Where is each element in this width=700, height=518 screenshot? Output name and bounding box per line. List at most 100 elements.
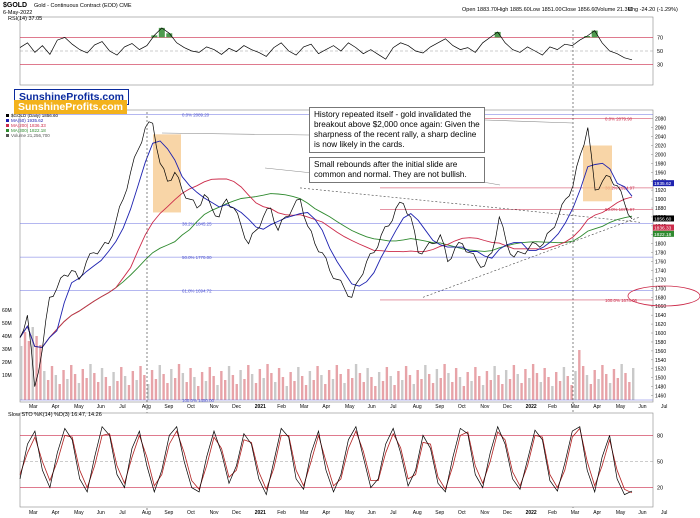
volume-bar	[81, 369, 84, 400]
x-tick-label: Mar	[571, 404, 580, 410]
x-tick-label-lower: Feb	[548, 510, 557, 516]
volume-bar	[150, 370, 154, 400]
rsi-overbought-fill	[158, 27, 165, 38]
volume-bar	[70, 365, 73, 400]
watermark-link-2[interactable]: SunshineProfits.com	[14, 100, 128, 114]
volume-bar	[304, 385, 308, 400]
volume-bar	[147, 384, 150, 400]
rsi-tick-label: 30	[657, 63, 663, 69]
price-tick-label: 1660	[655, 304, 666, 310]
volume-bar	[574, 371, 577, 400]
volume-tick-label: 50M	[2, 321, 12, 327]
volume-bar	[66, 379, 69, 400]
volume-bar	[339, 374, 342, 400]
volume-bar	[343, 383, 346, 400]
price-tick-label: 2040	[655, 135, 666, 141]
price-tick-label: 1680	[655, 295, 666, 301]
volume-bar	[385, 367, 389, 400]
x-tick-label: Aug	[142, 404, 151, 410]
rsi-panel: RSI(14) 37.05 70 50 30	[8, 16, 663, 86]
x-tick-label-lower: Jun	[638, 510, 646, 516]
x-tick-label-lower: Mar	[571, 510, 580, 516]
rsi-overbought-fill	[151, 35, 158, 38]
volume-bar	[632, 368, 635, 400]
volume-tick-label: 60M	[2, 308, 12, 314]
volume-bar	[589, 384, 593, 400]
volume-bar	[254, 383, 258, 400]
legend-swatch	[6, 119, 9, 122]
x-tick-label-lower: Apr	[593, 510, 601, 516]
volume-bar	[277, 368, 281, 400]
x-tick-label: Jun	[638, 404, 646, 410]
legend-swatch	[6, 124, 9, 127]
volume-bar	[520, 383, 523, 400]
volume-bar	[377, 372, 381, 400]
volume-bar	[335, 365, 339, 400]
volume-bar	[531, 364, 535, 400]
fib-label-right: 0.0% 2079.90	[605, 117, 633, 122]
volume-bar	[412, 384, 416, 400]
volume-bar	[601, 365, 604, 400]
volume-bar	[197, 386, 200, 400]
fib-label-right: 100.0% 1674.06	[605, 298, 638, 303]
legend-swatch	[6, 114, 9, 117]
volume-bar	[528, 378, 531, 400]
volume-bar	[89, 364, 92, 400]
rsi-overbought-fill	[584, 36, 591, 38]
volume-bar	[127, 385, 131, 400]
volume-bar	[224, 380, 227, 400]
volume-bar	[100, 368, 104, 400]
volume-bar	[158, 365, 161, 400]
x-tick-label: Dec	[232, 404, 241, 410]
stoch-tick-label: 20	[657, 486, 663, 492]
volume-bar	[351, 378, 354, 400]
rsi-overbought-fill	[494, 31, 501, 38]
x-tick-label-lower: Jun	[97, 510, 105, 516]
x-tick-label: Apr	[52, 404, 60, 410]
volume-bar	[116, 381, 119, 400]
volume-bar	[470, 381, 473, 400]
price-tick-label: 2000	[655, 152, 666, 158]
volume-tick-label: 10M	[2, 373, 12, 379]
price-legend-item: Volume 21,256,700	[11, 133, 50, 138]
x-tick-label: Mar	[29, 404, 38, 410]
legend-swatch	[6, 129, 9, 132]
volume-bar	[185, 382, 188, 400]
volume-bar	[551, 386, 554, 400]
price-tick-label: 1740	[655, 269, 666, 275]
volume-bar	[93, 373, 96, 400]
x-tick-label: Nov	[210, 404, 219, 410]
rsi-overbought-fill	[166, 33, 173, 38]
x-tick-label-lower: Apr	[322, 510, 330, 516]
volume-bar	[200, 372, 204, 400]
x-tick-label: Jul	[390, 404, 396, 410]
high-value: High 1885.60	[497, 7, 530, 13]
volume-bar	[193, 377, 196, 400]
volume-bar	[50, 366, 54, 400]
volume-bar	[466, 372, 469, 400]
volume-bar	[281, 377, 285, 400]
volume-bar	[404, 366, 408, 400]
volume-bar	[597, 379, 600, 400]
rsi-tick-label: 50	[657, 49, 663, 55]
volume-bar	[46, 380, 50, 400]
volume-bar	[227, 366, 231, 400]
resistance-trendline	[299, 187, 641, 223]
price-tick-label: 1880	[655, 206, 666, 212]
volume-bar	[170, 369, 173, 400]
volume-bar	[247, 365, 250, 400]
price-tick-label: 1520	[655, 367, 666, 373]
annotation-callout	[161, 132, 310, 136]
volume-bar	[581, 366, 585, 400]
volume-bar	[96, 382, 100, 400]
volume-bar	[324, 384, 327, 400]
volume-bar	[524, 369, 527, 400]
annotation-box-2: Small rebounds after the initial slide a…	[309, 157, 485, 183]
x-tick-label: May	[616, 404, 626, 410]
volume-bar	[85, 378, 88, 400]
x-tick-label: Mar	[300, 404, 309, 410]
x-tick-label: May	[74, 404, 84, 410]
volume-bar	[458, 377, 462, 400]
volume-bar	[320, 375, 323, 400]
